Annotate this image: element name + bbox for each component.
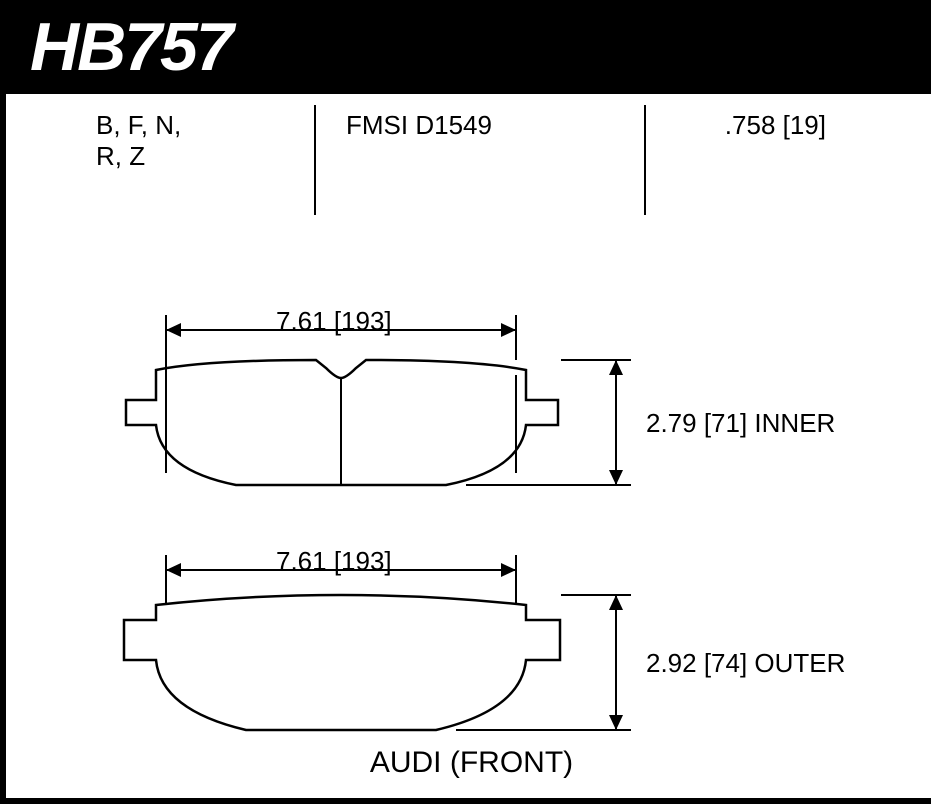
info-fmsi-cell: FMSI D1549 xyxy=(316,110,646,172)
header-bar: HB757 xyxy=(0,0,931,94)
info-thickness-cell: .758 [19] xyxy=(646,110,876,172)
info-compounds-cell: B, F, N,R, Z xyxy=(96,110,316,172)
info-row: B, F, N,R, Z FMSI D1549 .758 [19] xyxy=(6,90,931,172)
inner-width-label: 7.61 [193] xyxy=(276,306,392,337)
part-number: HB757 xyxy=(30,9,232,85)
outer-width-label: 7.61 [193] xyxy=(276,546,392,577)
thickness-text: .758 [19] xyxy=(725,110,826,140)
outer-height-dim xyxy=(456,595,631,730)
inner-height-label: 2.79 [71] INNER xyxy=(646,408,835,439)
inner-height-dim xyxy=(466,360,631,485)
diagram-area: 7.61 [193] 2.79 [71] INNER 7.61 [193] 2.… xyxy=(6,260,931,780)
outer-pad-shape xyxy=(124,595,560,730)
inner-pad-shape xyxy=(126,360,558,485)
diagram-svg xyxy=(6,260,931,780)
footer-label: AUDI (FRONT) xyxy=(6,746,931,780)
compounds-text: B, F, N,R, Z xyxy=(96,110,181,171)
fmsi-text: FMSI D1549 xyxy=(346,110,492,140)
content-frame: B, F, N,R, Z FMSI D1549 .758 [19] xyxy=(0,90,931,804)
outer-height-label: 2.92 [74] OUTER xyxy=(646,648,845,679)
